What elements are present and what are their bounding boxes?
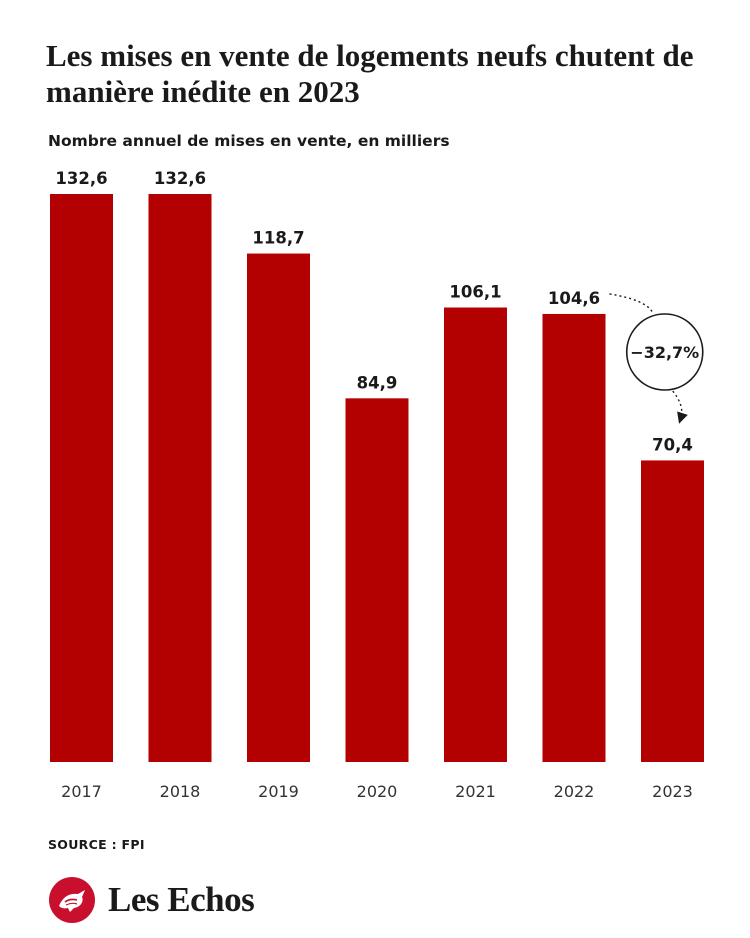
bar-2017 <box>50 194 113 762</box>
data-label-2022: 104,6 <box>548 289 600 308</box>
bar-2019 <box>247 253 310 762</box>
bar-2020 <box>345 398 409 762</box>
annotation-connector-top <box>609 293 654 314</box>
data-label-2020: 84,9 <box>357 373 398 392</box>
bar-chart: 132,6 2017 132,6 2018 118,7 2019 84,9 2020 106,1… <box>50 169 704 801</box>
bar-2021 <box>444 307 507 762</box>
bar-2018 <box>148 194 212 762</box>
x-tick-2018: 2018 <box>160 782 201 801</box>
les-echos-logo: Les Echos <box>48 876 255 924</box>
chart-title: Les mises en vente de logements neufs ch… <box>46 38 694 109</box>
chart-subtitle: Nombre annuel de mises en vente, en mill… <box>48 132 450 150</box>
x-tick-2022: 2022 <box>554 782 595 801</box>
change-badge-circle <box>625 313 704 391</box>
bar-2022 <box>542 313 606 762</box>
data-label-2019: 118,7 <box>252 229 304 248</box>
annotation-arrow-down <box>672 390 688 424</box>
source-note: SOURCE : FPI <box>48 837 145 852</box>
bar-2023 <box>641 460 704 762</box>
rooster-logo-icon <box>49 877 95 923</box>
data-label-2023: 70,4 <box>652 435 693 454</box>
x-tick-2023: 2023 <box>652 782 693 801</box>
data-label-2017: 132,6 <box>55 169 107 188</box>
x-tick-2021: 2021 <box>455 782 496 801</box>
x-tick-2020: 2020 <box>357 782 398 801</box>
change-badge-text: −32,7% <box>630 343 699 362</box>
x-tick-2017: 2017 <box>61 782 102 801</box>
logo-wordmark: Les Echos <box>108 880 255 919</box>
data-label-2021: 106,1 <box>449 283 501 302</box>
x-tick-2019: 2019 <box>258 782 299 801</box>
data-label-2018: 132,6 <box>154 169 206 188</box>
